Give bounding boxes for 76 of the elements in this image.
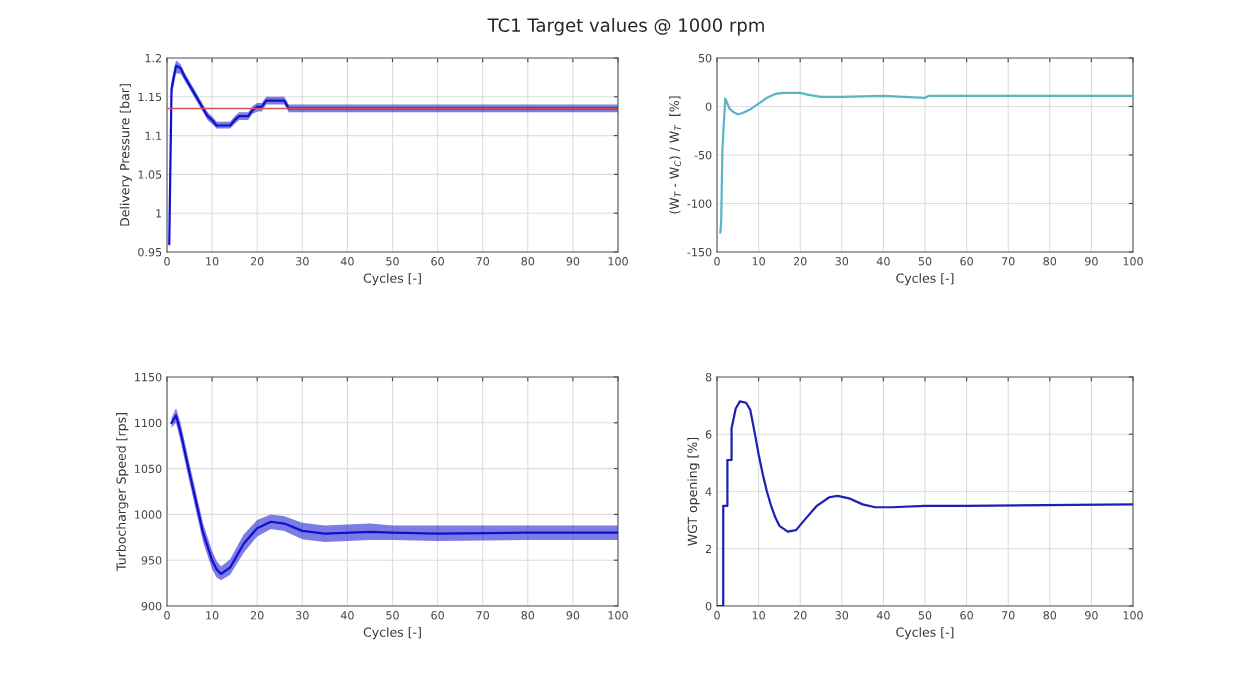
x-tick-label: 50 bbox=[386, 257, 399, 266]
y-axis-title: WGT opening [%] bbox=[687, 437, 700, 546]
y-tick-label: 1150 bbox=[135, 372, 162, 382]
x-tick-label: 80 bbox=[521, 257, 535, 266]
x-tick-label: 70 bbox=[1002, 611, 1015, 620]
x-tick-label: 0 bbox=[164, 611, 170, 620]
x-tick-label: 90 bbox=[566, 257, 580, 266]
y-tick-label: 6 bbox=[705, 430, 712, 439]
x-tick-label: 60 bbox=[431, 611, 444, 620]
x-tick-label: 10 bbox=[752, 257, 765, 266]
x-tick-label: 90 bbox=[1085, 257, 1098, 266]
x-tick-label: 100 bbox=[1123, 257, 1143, 266]
x-tick-label: 30 bbox=[296, 611, 309, 620]
x-tick-label: 80 bbox=[1043, 611, 1057, 620]
x-tick-label: 100 bbox=[608, 611, 628, 620]
y-tick-label: -50 bbox=[694, 150, 712, 160]
x-tick-label: 20 bbox=[793, 257, 807, 266]
x-tick-label: 10 bbox=[206, 611, 219, 620]
y-tick-label: 0 bbox=[705, 601, 712, 611]
y-tick-label: 1.1 bbox=[145, 131, 162, 140]
x-tick-label: 20 bbox=[250, 257, 264, 266]
x-tick-label: 50 bbox=[918, 257, 932, 266]
y-tick-label: 0 bbox=[705, 102, 712, 111]
x-axis-title: Cycles [-] bbox=[363, 627, 421, 640]
x-tick-label: 80 bbox=[521, 611, 535, 620]
x-tick-label: 70 bbox=[1002, 257, 1015, 266]
x-tick-label: 0 bbox=[714, 257, 720, 266]
x-tick-label: 90 bbox=[566, 611, 580, 620]
y-tick-label: 1.2 bbox=[145, 53, 162, 63]
x-tick-label: 0 bbox=[714, 611, 720, 620]
y-tick-label: 950 bbox=[141, 556, 162, 565]
y-tick-label: 50 bbox=[698, 53, 712, 63]
x-tick-label: 40 bbox=[876, 257, 890, 266]
x-tick-label: 70 bbox=[476, 611, 490, 620]
x-tick-label: 60 bbox=[431, 257, 444, 266]
x-tick-label: 90 bbox=[1085, 611, 1098, 620]
y-tick-label: 1.05 bbox=[138, 170, 162, 179]
x-tick-label: 40 bbox=[340, 611, 354, 620]
x-tick-label: 10 bbox=[752, 611, 765, 620]
y-tick-label: 4 bbox=[705, 487, 712, 496]
x-tick-label: 80 bbox=[1043, 257, 1057, 266]
y-tick-label: 1000 bbox=[135, 510, 162, 519]
x-axis-title: Cycles [-] bbox=[363, 273, 421, 286]
x-tick-label: 20 bbox=[793, 611, 807, 620]
chart-title: TC1 Target values @ 1000 rpm bbox=[487, 18, 764, 36]
y-tick-label: 1.15 bbox=[138, 92, 162, 102]
y-tick-label: 1100 bbox=[135, 418, 162, 428]
x-tick-label: 70 bbox=[476, 257, 490, 266]
x-axis-title: Cycles [-] bbox=[896, 627, 954, 640]
x-tick-label: 50 bbox=[386, 611, 399, 620]
y-tick-label: -150 bbox=[687, 247, 712, 257]
x-tick-label: 30 bbox=[835, 257, 849, 266]
line-series bbox=[719, 91, 1133, 234]
y-tick-label: 1 bbox=[156, 209, 162, 218]
x-tick-label: 10 bbox=[206, 257, 219, 266]
y-tick-label: 0.95 bbox=[138, 247, 162, 257]
x-tick-label: 0 bbox=[164, 257, 170, 266]
y-axis-title: Delivery Pressure [bar] bbox=[119, 84, 132, 226]
x-tick-label: 30 bbox=[296, 257, 309, 266]
x-tick-label: 100 bbox=[1123, 611, 1143, 620]
y-axis-title: (W$_{T}$ - W$_{C}$) / W$_{T}$ [%] bbox=[669, 96, 681, 214]
y-tick-label: -100 bbox=[687, 199, 712, 208]
x-tick-label: 40 bbox=[340, 257, 354, 266]
x-tick-label: 60 bbox=[960, 611, 973, 620]
x-tick-label: 30 bbox=[835, 611, 849, 620]
y-tick-label: 1050 bbox=[135, 464, 162, 473]
x-axis-title: Cycles [-] bbox=[896, 273, 954, 286]
y-tick-label: 8 bbox=[705, 372, 712, 382]
x-tick-label: 20 bbox=[250, 611, 264, 620]
x-tick-label: 50 bbox=[918, 611, 932, 620]
x-tick-label: 60 bbox=[960, 257, 973, 266]
x-tick-label: 100 bbox=[608, 257, 628, 266]
y-axis-title: Turbocharger Speed [rps] bbox=[116, 413, 129, 572]
x-tick-label: 40 bbox=[876, 611, 890, 620]
y-tick-label: 900 bbox=[141, 601, 162, 611]
y-tick-label: 2 bbox=[705, 544, 712, 553]
